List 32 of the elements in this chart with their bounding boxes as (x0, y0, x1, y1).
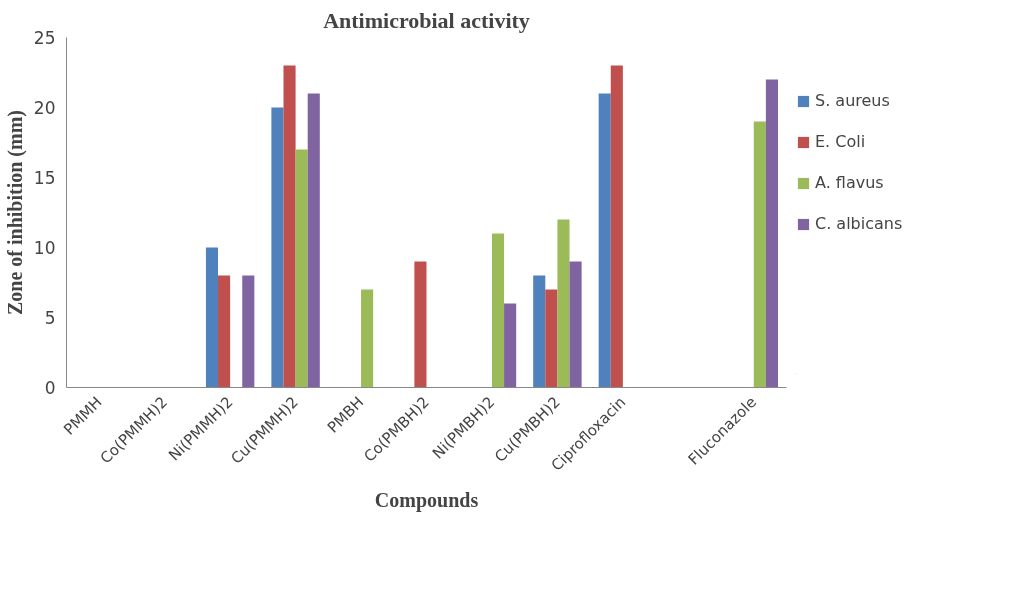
bar (491, 233, 505, 388)
y-axis-title: Zone of inhibition (mm) (3, 109, 27, 316)
bar (361, 289, 374, 388)
x-axis-title: Compounds (374, 489, 479, 513)
bar (295, 149, 308, 388)
y-tick-label: 0 (44, 378, 56, 398)
bar (598, 93, 611, 388)
bar (218, 275, 231, 388)
bar (610, 65, 623, 388)
bar (242, 275, 255, 388)
bar (533, 275, 546, 388)
bar (205, 247, 219, 388)
y-tick-label: 5 (44, 308, 56, 328)
y-tick-label: 25 (33, 28, 56, 48)
legend-label: S. aureus (815, 91, 890, 110)
bar (557, 219, 570, 388)
bar (765, 79, 778, 388)
legend-label: E. Coli (815, 132, 866, 151)
y-tick-label: 15 (33, 168, 56, 188)
bar (283, 65, 296, 388)
legend-label: C. albicans (815, 214, 903, 233)
bar (545, 289, 558, 388)
bar (414, 261, 427, 388)
bar (504, 303, 517, 388)
bar (753, 121, 766, 388)
bar (271, 107, 284, 388)
y-tick-label: 10 (33, 238, 56, 258)
chart-title: Antimicrobial activity (323, 7, 530, 33)
bar (307, 93, 320, 388)
bar (569, 261, 582, 388)
y-tick-label: 20 (33, 98, 56, 118)
legend-label: A. flavus (815, 173, 884, 192)
